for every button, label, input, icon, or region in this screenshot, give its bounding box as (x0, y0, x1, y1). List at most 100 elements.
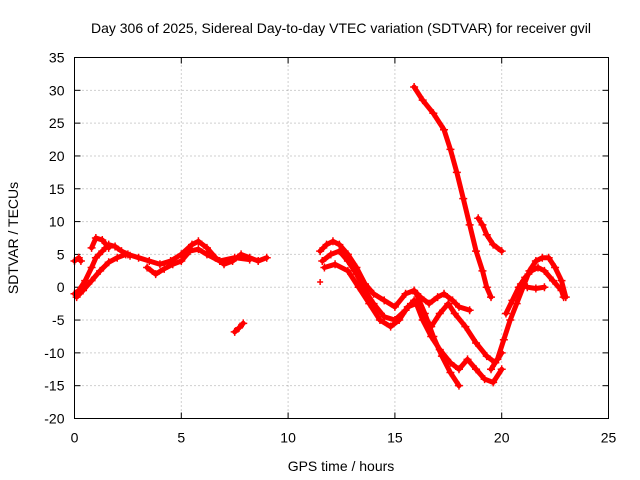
data-point (343, 256, 352, 265)
y-tick-label: 0 (57, 279, 65, 295)
data-point (557, 276, 566, 285)
data-point (418, 96, 427, 105)
data-point (380, 296, 389, 305)
data-point (429, 332, 438, 341)
data-point (531, 284, 540, 293)
data-point (185, 247, 194, 256)
data-point (480, 375, 489, 384)
data-point (87, 243, 96, 252)
data-point (440, 125, 449, 134)
series-arc-k (412, 289, 463, 390)
y-tick-label: -10 (44, 345, 64, 361)
data-point (450, 309, 459, 318)
series-arc-m (474, 214, 506, 256)
grid (74, 57, 609, 419)
data-point (194, 237, 203, 246)
y-axis-label: SDTVAR / TECUs (5, 182, 21, 294)
data-point (168, 260, 177, 269)
data-point (123, 250, 132, 259)
data-point (497, 247, 506, 256)
data-point (318, 256, 327, 265)
data-point (429, 109, 438, 118)
data-point (559, 293, 568, 302)
data-point (230, 253, 239, 262)
y-tick-label: -5 (52, 312, 65, 328)
data-point (448, 296, 457, 305)
data-point (79, 286, 88, 295)
data-point (412, 289, 421, 298)
data-point (472, 247, 481, 256)
data-point (380, 312, 389, 321)
data-point (202, 250, 211, 259)
data-point (187, 240, 196, 249)
y-tick-label: -20 (44, 411, 64, 427)
data-point (326, 250, 335, 259)
data-point (111, 242, 120, 251)
series-arc-b (72, 250, 130, 302)
data-point (245, 255, 254, 264)
data-point (104, 243, 113, 252)
data-point (472, 365, 481, 374)
data-point (446, 145, 455, 154)
data-point (96, 266, 105, 275)
data-point (516, 279, 525, 288)
axis-ticks (74, 57, 609, 419)
data-point (375, 316, 384, 325)
series-band (411, 84, 494, 300)
data-point (463, 355, 472, 364)
series-arc-o (501, 263, 568, 318)
data-point (523, 283, 532, 292)
data-point (487, 293, 496, 302)
data-point (98, 235, 107, 244)
series-band (72, 242, 133, 297)
series-band (518, 281, 547, 291)
series-arc-l (410, 83, 496, 302)
data-point (410, 83, 419, 92)
data-point (478, 220, 487, 229)
data-point (459, 194, 468, 203)
data-point (343, 266, 352, 275)
y-tick-label: 30 (49, 82, 65, 98)
data-point (508, 296, 517, 305)
data-point (420, 309, 429, 318)
data-point (72, 293, 81, 302)
data-point (230, 327, 239, 336)
x-axis-label: GPS time / hours (288, 458, 395, 474)
data-point (472, 339, 481, 348)
data-point (521, 273, 530, 282)
data-point (177, 256, 186, 265)
data-point (497, 365, 506, 374)
data-point (465, 220, 474, 229)
data-point (527, 266, 536, 275)
data-point (452, 168, 461, 177)
data-point (482, 283, 491, 292)
series-band (413, 291, 462, 389)
data-point (501, 309, 510, 318)
series-band (125, 238, 270, 267)
data-point (234, 323, 243, 332)
x-tick-label: 10 (280, 430, 296, 446)
y-tick-label: 15 (49, 181, 65, 197)
data-point (151, 270, 160, 279)
data-point (474, 214, 483, 223)
data-point (557, 286, 566, 295)
data-point (160, 264, 169, 273)
series-arc-c (87, 234, 113, 252)
series-arc-d (70, 253, 85, 265)
data-point (403, 302, 412, 311)
data-point (454, 381, 463, 390)
x-tick-label: 5 (177, 430, 185, 446)
data-point (482, 230, 491, 239)
data-point (540, 283, 549, 292)
data-point (91, 253, 100, 262)
series-band (321, 261, 505, 385)
data-point (352, 270, 361, 279)
data-point (113, 253, 122, 262)
data-point (322, 240, 331, 249)
y-tick-labels: -20 -15 -10 -5 0 5 10 15 20 25 30 35 (44, 50, 64, 427)
data-point (478, 266, 487, 275)
data-point (390, 302, 399, 311)
data-point (155, 260, 164, 269)
chart-title: Day 306 of 2025, Sidereal Day-to-day VTE… (91, 20, 591, 36)
